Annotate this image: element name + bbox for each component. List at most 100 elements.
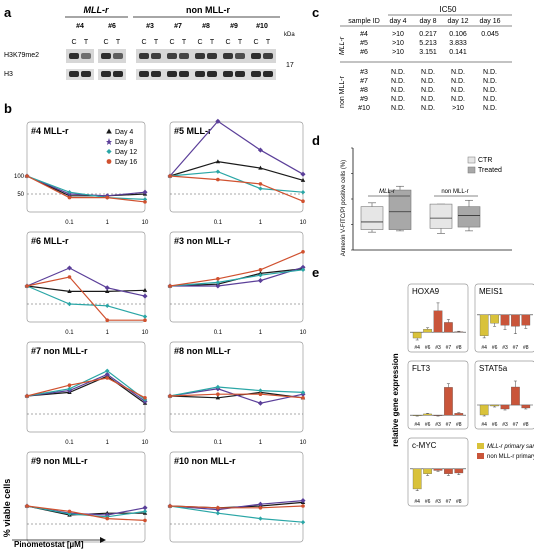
line-subplot: #6 MLL-r 0.1 1 10 <box>24 231 149 336</box>
blot-lane-t: T <box>154 39 159 46</box>
data-point <box>168 284 172 288</box>
data-point <box>105 516 110 521</box>
blot-row-h3k79me2: H3K79me2 <box>4 52 39 59</box>
x-tick-label: 10 <box>142 220 149 226</box>
blot-band-h3 <box>223 71 233 77</box>
blot-lane-t: T <box>266 39 271 46</box>
x-tick-label: 10 <box>300 330 307 336</box>
series-line-4 <box>169 505 304 509</box>
blot-strip-h3k79me2 <box>98 49 126 63</box>
x-tick-label: 1 <box>106 440 110 446</box>
blot-sample-label: #10 <box>256 23 268 30</box>
x-tick-label: 1 <box>259 220 263 226</box>
bar <box>511 314 520 327</box>
data-point <box>142 189 148 195</box>
bar-subplot: FLT3 #4 #6 #3 #7 #8 <box>407 360 469 430</box>
blot-sample-label: #4 <box>76 23 84 30</box>
bar <box>423 468 432 474</box>
line-subplot: #4 MLL-r 100 50 0.1 1 10 Day 4 Day 8 Day 12 Day 1… <box>14 121 149 226</box>
x-tick-label: 0.1 <box>65 220 74 226</box>
ic50-group-non: non MLL-r <box>339 75 346 108</box>
series-line-1 <box>26 285 146 292</box>
data-point <box>168 394 172 398</box>
ic50-cell: >10 <box>452 105 464 112</box>
subplot-frame <box>474 360 534 430</box>
subplot-frame <box>26 121 146 213</box>
bar <box>444 322 453 333</box>
data-point <box>25 394 29 398</box>
subplot-frame <box>474 283 534 353</box>
subplot-title: #3 non MLL-r <box>174 236 231 246</box>
ic50-cell: N.D. <box>451 87 465 94</box>
x-tick-label: #3 <box>502 422 508 428</box>
data-point <box>300 390 306 395</box>
x-tick-label: #7 <box>513 345 519 351</box>
panel-b-plots: #4 MLL-r 100 50 0.1 1 10 Day 4 Day 8 Day 12 Day 1… <box>14 118 307 543</box>
x-tick-label: #8 <box>456 345 462 351</box>
ic50-cell: #10 <box>358 105 370 112</box>
data-point <box>105 376 110 380</box>
series-line-2 <box>169 120 304 177</box>
series-line-4 <box>169 251 304 287</box>
blot-strip-h3 <box>66 69 94 80</box>
panel-b-legend: Day 4 Day 8 Day 12 Day 16 <box>106 128 137 166</box>
x-tick-label: 10 <box>142 440 149 446</box>
x-tick-label: #6 <box>425 499 431 505</box>
data-point <box>216 277 220 281</box>
ic50-cell: 0.217 <box>419 31 437 38</box>
blot-lane-c: C <box>253 39 258 46</box>
bar <box>433 310 443 333</box>
line-subplot: #8 non MLL-r 0.1 1 10 <box>167 341 307 446</box>
data-point <box>142 197 148 202</box>
subplot-title: #5 MLL-r <box>174 126 212 136</box>
data-point <box>258 268 263 272</box>
blot-sample-labels: #4 #6 #3 #7 #8 #9 #10 <box>76 23 268 30</box>
data-point <box>300 498 306 504</box>
bar <box>479 314 489 336</box>
x-tick-label: #3 <box>435 499 441 505</box>
blot-lane-c: C <box>225 39 230 46</box>
data-point <box>301 504 305 508</box>
data-point <box>258 186 263 191</box>
blot-strip-h3k79me2 <box>136 49 276 63</box>
data-point <box>301 199 305 203</box>
ic50-cell: N.D. <box>391 69 405 76</box>
ic50-cell: >10 <box>392 49 404 56</box>
blot-band-h3k79me2 <box>251 53 261 59</box>
bar <box>412 414 422 416</box>
series-line-3 <box>26 285 146 318</box>
series-line-3 <box>169 386 304 397</box>
x-tick-label: #3 <box>435 422 441 428</box>
legend-label: Day 8 <box>115 139 133 146</box>
series-line-3 <box>169 269 304 287</box>
blot-lane-c: C <box>141 39 146 46</box>
bar <box>500 314 510 326</box>
series-line-1 <box>26 375 146 404</box>
ic50-cell: >10 <box>392 40 404 47</box>
data-point <box>300 177 306 182</box>
subplot-title: #9 non MLL-r <box>31 456 88 466</box>
data-point <box>215 280 221 285</box>
bar <box>433 468 443 471</box>
data-point <box>66 265 73 271</box>
ic50-cell: N.D. <box>451 78 465 85</box>
bar <box>490 404 499 407</box>
blot-band-h3k79me2 <box>151 53 161 59</box>
blot-band-h3k79me2 <box>139 53 149 59</box>
x-tick-label: 1 <box>106 220 110 226</box>
data-point <box>301 250 305 254</box>
x-tick-label: #4 <box>414 422 420 428</box>
data-point <box>142 293 148 299</box>
blot-lane-c: C <box>197 39 202 46</box>
subplot-frame <box>26 231 146 323</box>
bar <box>423 329 432 333</box>
legend-marker <box>106 149 112 154</box>
blot-row-h3: H3 <box>4 71 13 78</box>
bar-subplot: MEIS1 #4 #6 #3 #7 #8 <box>474 283 534 353</box>
series-line-3 <box>26 370 146 401</box>
blot-band-h3k79me2 <box>195 53 205 59</box>
ic50-cell: N.D. <box>483 105 497 112</box>
blot-band-h3k79me2 <box>113 53 123 59</box>
bar <box>479 404 489 416</box>
